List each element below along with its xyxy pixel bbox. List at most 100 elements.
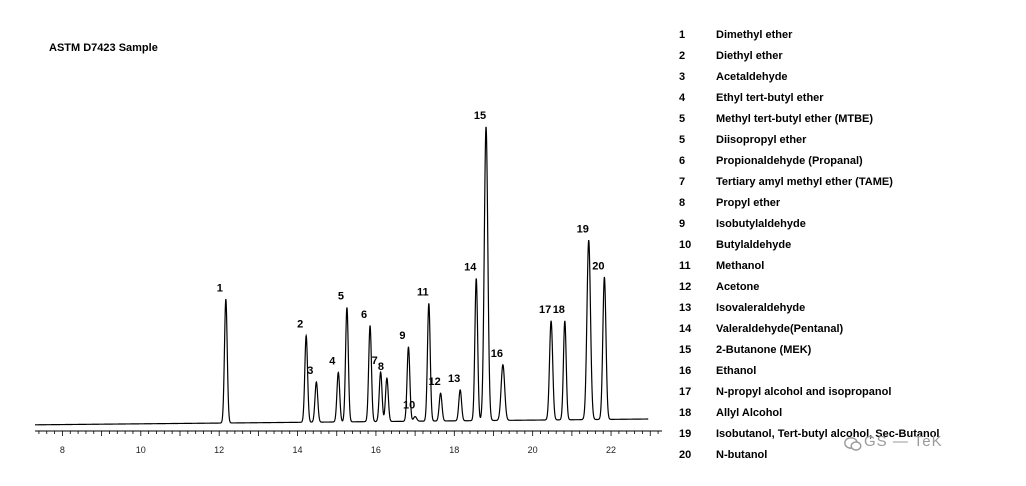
x-tick-label: 18 (449, 445, 459, 455)
legend-number: 12 (679, 281, 692, 293)
legend-item: 1 Dimethyl ether (679, 29, 1009, 50)
legend-number: 20 (679, 449, 692, 461)
legend-item: 19 Isobutanol, Tert-butyl alcohol, Sec-Bu… (679, 428, 1009, 449)
legend-item: 15 2-Butanone (MEK) (679, 344, 1009, 365)
legend-item: 17 N-propyl alcohol and isopropanol (679, 386, 1009, 407)
legend-item: 6 Propionaldehyde (Propanal) (679, 155, 1009, 176)
legend-item: 7 Tertiary amyl methyl ether (TAME) (679, 176, 1009, 197)
legend-compound-name: Valeraldehyde(Pentanal) (716, 323, 844, 335)
watermark-text: GS — TeK (864, 433, 943, 450)
chromatogram-trace (35, 126, 649, 426)
x-tick-label: 20 (528, 445, 538, 455)
legend-compound-name: Ethyl tert-butyl ether (716, 92, 824, 104)
legend-number: 15 (679, 344, 692, 356)
x-tick-label: 8 (60, 445, 65, 455)
legend-item: 3 Acetaldehyde (679, 71, 1009, 92)
legend-compound-name: Isobutanol, Tert-butyl alcohol, Sec-Buta… (716, 428, 940, 440)
peak-label: 10 (403, 400, 415, 412)
legend-compound-name: 2-Butanone (MEK) (716, 344, 812, 356)
peak-label: 13 (448, 373, 460, 385)
legend-number: 5 (679, 134, 686, 146)
legend-number: 4 (679, 92, 686, 104)
x-tick-label: 22 (606, 445, 616, 455)
legend-compound-name: Isovaleraldehyde (716, 302, 806, 314)
legend-number: 10 (679, 239, 692, 251)
peak-label: 5 (338, 291, 344, 303)
legend-compound-name: Isobutylaldehyde (716, 218, 806, 230)
legend-compound-name: N-butanol (716, 449, 768, 461)
legend-compound-name: N-propyl alcohol and isopropanol (716, 386, 892, 398)
legend-compound-name: Acetone (716, 281, 760, 293)
legend-compound-name: Ethanol (716, 365, 757, 377)
legend-item: 2 Diethyl ether (679, 50, 1009, 71)
legend-number: 8 (679, 197, 686, 209)
peak-label: 8 (378, 361, 384, 373)
peak-legend: 1 Dimethyl ether 2 Diethyl ether 3 Acetaldehy… (679, 29, 1009, 470)
legend-compound-name: Acetaldehyde (716, 71, 788, 83)
legend-item: 4 Ethyl tert-butyl ether (679, 92, 1009, 113)
legend-compound-name: Methanol (716, 260, 765, 272)
peak-label: 19 (577, 223, 589, 235)
legend-number: 17 (679, 386, 692, 398)
x-tick-label: 14 (293, 445, 303, 455)
wechat-icon (844, 436, 862, 457)
legend-number: 13 (679, 302, 692, 314)
x-tick-label: 10 (136, 445, 146, 455)
peak-label: 6 (361, 309, 367, 321)
chart-title: ASTM D7423 Sample (49, 42, 158, 54)
legend-number: 14 (679, 323, 692, 335)
legend-item: 5 Diisopropyl ether (679, 134, 1009, 155)
peak-label: 1 (217, 282, 223, 294)
legend-compound-name: Tertiary amyl methyl ether (TAME) (716, 176, 893, 188)
legend-item: 16 Ethanol (679, 365, 1009, 386)
legend-item: 10 Butylaldehyde (679, 239, 1009, 260)
legend-number: 18 (679, 407, 692, 419)
legend-compound-name: Diethyl ether (716, 50, 783, 62)
legend-number: 16 (679, 365, 692, 377)
x-axis: 8 10 12 14 16 18 20 22 (35, 430, 662, 455)
legend-item: 20 N-butanol (679, 449, 1009, 470)
peak-label: 7 (372, 355, 378, 367)
peak-label: 9 (399, 330, 405, 342)
x-tick-label: 12 (214, 445, 224, 455)
peak-label: 16 (491, 348, 503, 360)
x-tick-label: 16 (371, 445, 381, 455)
legend-number: 7 (679, 176, 686, 188)
legend-number: 11 (679, 260, 691, 272)
legend-item: 18 Allyl Alcohol (679, 407, 1009, 428)
peak-label: 12 (428, 376, 440, 388)
peak-label: 4 (329, 356, 336, 368)
peak-label: 15 (474, 110, 486, 122)
legend-number: 1 (679, 29, 686, 41)
legend-compound-name: Propionaldehyde (Propanal) (716, 155, 863, 167)
legend-number: 5 (679, 113, 686, 125)
peak-label: 17 (539, 304, 551, 316)
peak-label: 2 (297, 319, 303, 331)
trace-line (35, 126, 649, 426)
legend-item: 9 Isobutylaldehyde (679, 218, 1009, 239)
legend-compound-name: Diisopropyl ether (716, 134, 807, 146)
legend-compound-name: Dimethyl ether (716, 29, 793, 41)
legend-item: 8 Propyl ether (679, 197, 1009, 218)
legend-number: 6 (679, 155, 686, 167)
legend-item: 5 Methyl tert-butyl ether (MTBE) (679, 113, 1009, 134)
legend-compound-name: Allyl Alcohol (716, 407, 783, 419)
legend-item: 13 Isovaleraldehyde (679, 302, 1009, 323)
legend-number: 9 (679, 218, 686, 230)
peak-label: 20 (592, 260, 604, 272)
legend-number: 19 (679, 428, 692, 440)
peak-label: 14 (464, 262, 477, 274)
legend-compound-name: Butylaldehyde (716, 239, 792, 251)
legend-compound-name: Methyl tert-butyl ether (MTBE) (716, 113, 874, 125)
legend-item: 14 Valeraldehyde(Pentanal) (679, 323, 1009, 344)
peak-label: 18 (553, 304, 565, 316)
legend-number: 3 (679, 71, 686, 83)
legend-compound-name: Propyl ether (716, 197, 781, 209)
peak-label: 11 (417, 287, 429, 299)
legend-item: 12 Acetone (679, 281, 1009, 302)
peak-label: 3 (307, 365, 313, 377)
legend-item: 11 Methanol (679, 260, 1009, 281)
legend-number: 2 (679, 50, 686, 62)
